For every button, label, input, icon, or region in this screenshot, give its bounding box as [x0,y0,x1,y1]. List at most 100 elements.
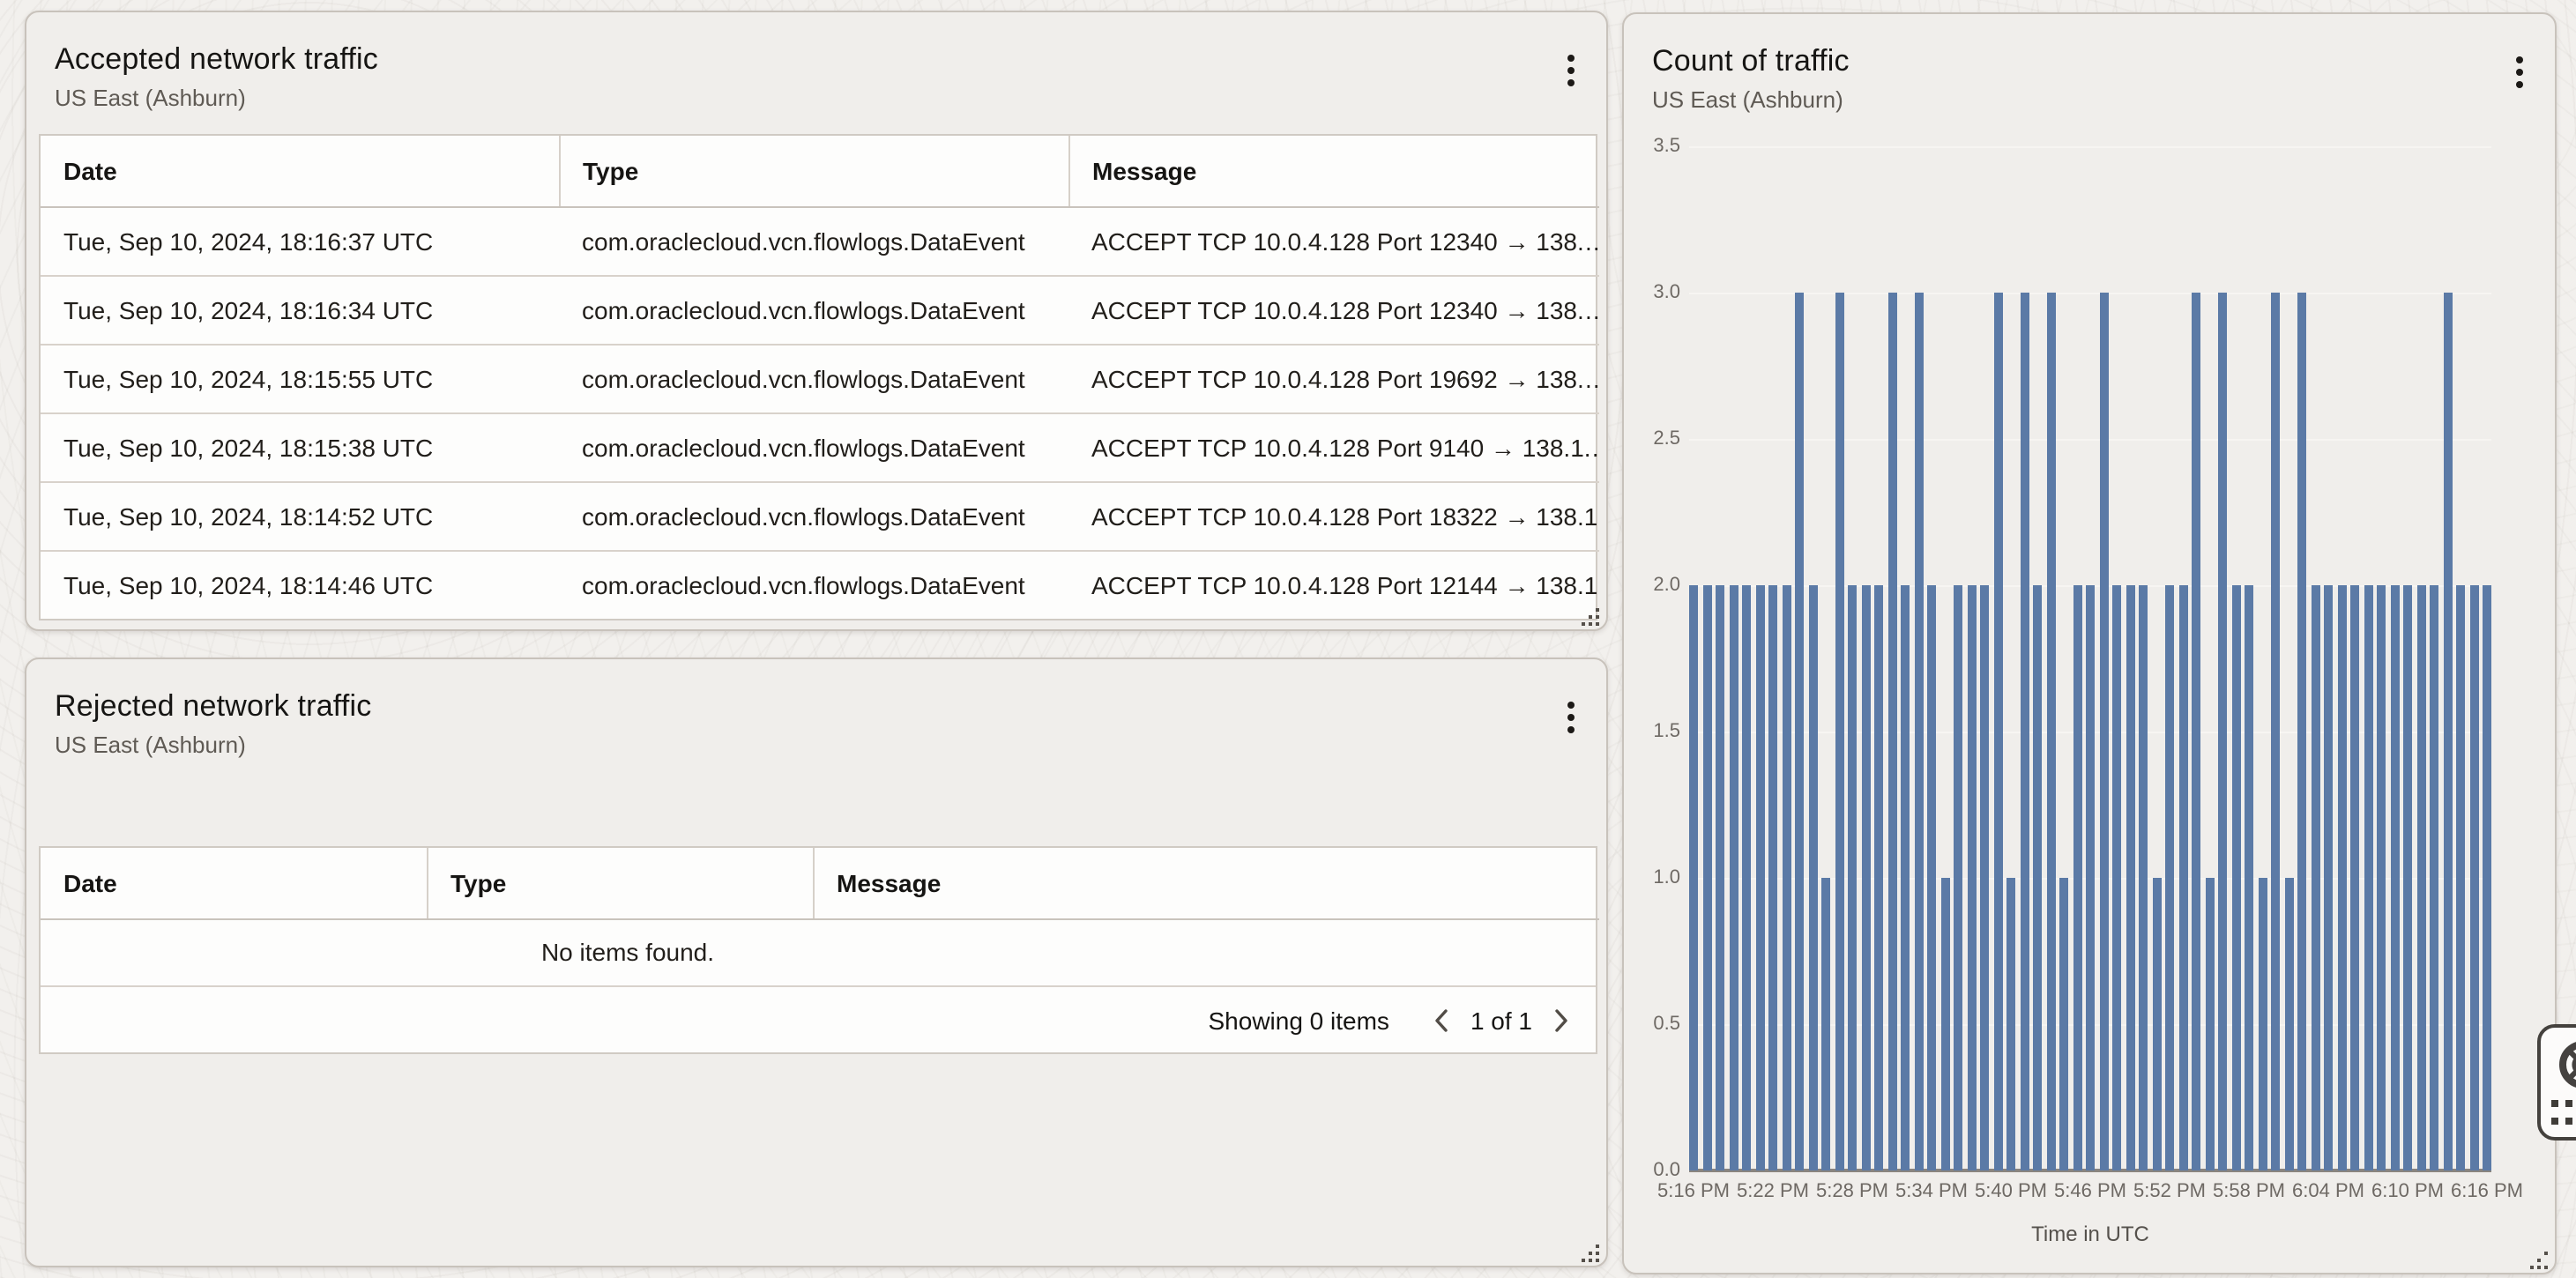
column-header-date: Date [41,848,427,918]
x-axis-tick-labels: 5:16 PM5:22 PM5:28 PM5:34 PM5:40 PM5:46 … [1689,1181,2491,1206]
chart-bar [1954,585,1962,1170]
kebab-menu-icon[interactable] [1552,695,1590,740]
table-row: Tue, Sep 10, 2024, 18:14:52 UTCcom.oracl… [41,481,1599,550]
x-axis-tick-label: 5:58 PM [2213,1181,2285,1202]
chart-bar [2416,585,2425,1170]
table-row: Tue, Sep 10, 2024, 18:16:34 UTCcom.oracl… [41,275,1599,344]
chart-bar [1742,585,1751,1170]
x-axis-tick-label: 6:16 PM [2451,1181,2523,1202]
column-header-type: Type [427,848,813,918]
chart-bar [1795,293,1804,1170]
date-cell: Tue, Sep 10, 2024, 18:16:34 UTC [41,275,559,344]
panel-subtitle: US East (Ashburn) [1652,86,2527,113]
panel-header: Rejected network traffic US East (Ashbur… [26,659,1606,758]
chart-bar [1808,585,1817,1170]
chart-bar [1927,585,1936,1170]
table-header-row: DateTypeMessage [41,136,1599,206]
date-cell: Tue, Sep 10, 2024, 18:15:38 UTC [41,412,559,481]
table-row: Tue, Sep 10, 2024, 18:15:55 UTCcom.oracl… [41,344,1599,412]
chart-bar [2284,878,2293,1170]
chart-bar [1861,585,1870,1170]
column-header-message: Message [1068,136,1599,206]
table-row: Tue, Sep 10, 2024, 18:16:37 UTCcom.oracl… [41,206,1599,275]
gridline [1689,438,2491,440]
chart-bar [2073,585,2081,1170]
x-axis-tick-label: 5:34 PM [1895,1181,1968,1202]
type-cell: com.oraclecloud.vcn.flowlogs.DataEvent [559,206,1068,275]
message-cell: ACCEPT TCP 10.0.4.128 Port 12340 → 138.… [1068,206,1599,275]
kebab-menu-icon[interactable] [2500,49,2539,95]
gridline [1689,292,2491,293]
date-cell: Tue, Sep 10, 2024, 18:16:37 UTC [41,206,559,275]
message-cell: ACCEPT TCP 10.0.4.128 Port 19692 → 138.… [1068,344,1599,412]
chart-bar [2258,878,2267,1170]
chart-bar [2324,585,2333,1170]
help-button[interactable] [2537,1024,2576,1141]
type-cell: com.oraclecloud.vcn.flowlogs.DataEvent [559,275,1068,344]
panel-subtitle: US East (Ashburn) [55,85,1578,111]
chart-bar [2139,585,2148,1170]
chart-bar [2297,293,2306,1170]
chart-bar [2469,585,2478,1170]
panel-header: Count of traffic US East (Ashburn) [1624,14,2555,113]
chart-bar [1901,585,1910,1170]
chart-bar [2390,585,2399,1170]
gridline [1689,145,2491,147]
type-cell: com.oraclecloud.vcn.flowlogs.DataEvent [559,412,1068,481]
chart-bar [2192,293,2200,1170]
chart-bar [1716,585,1724,1170]
x-axis-tick-label: 5:46 PM [2054,1181,2126,1202]
x-axis-title: Time in UTC [1689,1222,2491,1246]
chevron-left-icon [1433,1007,1449,1032]
previous-page-button[interactable] [1428,1004,1455,1036]
x-axis-tick-label: 6:04 PM [2292,1181,2364,1202]
chart-bar [2099,293,2108,1170]
chart-bar [2059,878,2068,1170]
y-axis-tick-label: 2.5 [1624,427,1680,449]
chart-bar [1887,293,1896,1170]
panel-title: Accepted network traffic [55,42,1578,78]
rejected-traffic-table: DateTypeMessage No items found. Showing … [39,846,1597,1054]
chart-bar [1768,585,1777,1170]
chart-bar [2218,293,2227,1170]
type-cell: com.oraclecloud.vcn.flowlogs.DataEvent [559,481,1068,550]
chart-bar [1874,585,1883,1170]
chart-bar [2165,585,2174,1170]
message-cell: ACCEPT TCP 10.0.4.128 Port 12340 → 138.… [1068,275,1599,344]
chart-bar [1755,585,1764,1170]
message-cell: ACCEPT TCP 10.0.4.128 Port 12144 → 138.1… [1068,550,1599,619]
chart-bar [2350,585,2359,1170]
chart-bar [1848,585,1857,1170]
panel-title: Rejected network traffic [55,689,1578,724]
date-cell: Tue, Sep 10, 2024, 18:15:55 UTC [41,344,559,412]
x-axis-tick-label: 5:22 PM [1737,1181,1809,1202]
next-page-button[interactable] [1548,1004,1575,1036]
resize-grip-icon[interactable] [2530,1252,2548,1269]
chart-bar [1835,293,1843,1170]
column-header-type: Type [559,136,1068,206]
chart-bar [2205,878,2214,1170]
resize-grip-icon[interactable] [1582,1245,1599,1262]
page-indicator: 1 of 1 [1470,1006,1532,1034]
chart-bar [2112,585,2121,1170]
y-axis-tick-label: 1.5 [1624,720,1680,741]
chart-bar [2178,585,2187,1170]
dot-grid-icon [2551,1100,2576,1125]
x-axis-tick-label: 5:40 PM [1975,1181,2047,1202]
kebab-menu-icon[interactable] [1552,48,1590,93]
chart-bar [1914,293,1923,1170]
pagination-bar: Showing 0 items 1 of 1 [41,985,1596,1052]
date-cell: Tue, Sep 10, 2024, 18:14:46 UTC [41,550,559,619]
empty-state-row: No items found. [41,918,1599,985]
chart-bar [1993,293,2002,1170]
chart-bar [1782,585,1791,1170]
type-cell: com.oraclecloud.vcn.flowlogs.DataEvent [559,550,1068,619]
chart-bar [2483,585,2491,1170]
resize-grip-icon[interactable] [1582,608,1599,626]
oci-dashboard: Accepted network traffic US East (Ashbur… [0,0,2576,1278]
chart-bar [2403,585,2412,1170]
chart-bar [2046,293,2055,1170]
column-header-message: Message [813,848,1599,918]
message-cell: ACCEPT TCP 10.0.4.128 Port 9140 → 138.1.… [1068,412,1599,481]
chart-bar [2430,585,2438,1170]
